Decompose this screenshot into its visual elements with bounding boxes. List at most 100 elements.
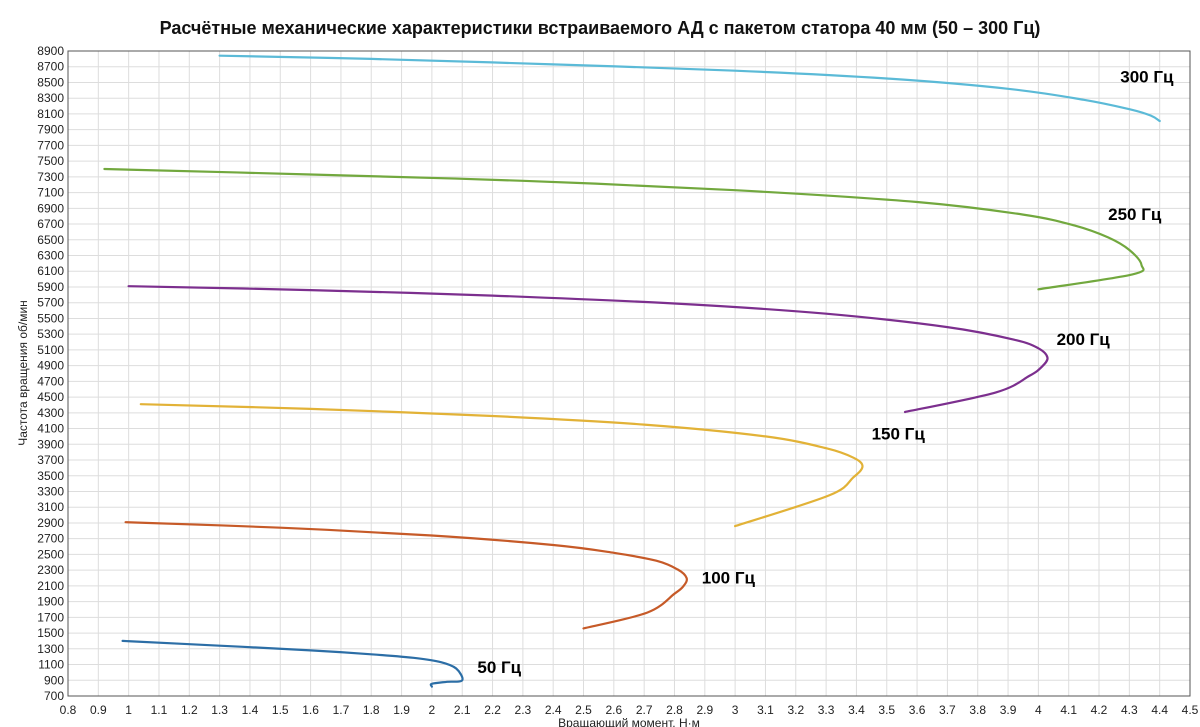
y-tick-label: 5900	[37, 280, 64, 294]
y-tick-label: 4500	[37, 390, 64, 404]
x-tick-label: 2.5	[575, 703, 592, 717]
y-tick-label: 1100	[38, 658, 64, 672]
x-tick-label: 1.5	[272, 703, 289, 717]
x-tick-label: 3.1	[757, 703, 774, 717]
series-label-5: 250 Гц	[1108, 205, 1162, 224]
y-tick-label: 1300	[37, 642, 64, 656]
y-tick-label: 7900	[37, 123, 64, 137]
x-tick-label: 1	[125, 703, 132, 717]
series-label-2: 100 Гц	[702, 569, 756, 588]
y-tick-labels: 7009001100130015001700190021002300250027…	[37, 44, 64, 703]
y-tick-label: 2500	[37, 547, 64, 561]
series-line-6	[218, 54, 1161, 123]
x-tick-label: 1.7	[333, 703, 350, 717]
x-tick-label: 2.8	[666, 703, 683, 717]
y-tick-label: 6700	[37, 217, 64, 231]
x-tick-label: 4.3	[1121, 703, 1138, 717]
y-tick-label: 1500	[37, 626, 64, 640]
series-line-4	[127, 285, 1049, 414]
x-tick-label: 2.9	[696, 703, 713, 717]
series-line-5	[103, 167, 1145, 291]
x-axis-label: Вращающий момент, Н·м	[558, 716, 700, 727]
x-tick-label: 1.9	[393, 703, 410, 717]
x-tick-label: 1.4	[242, 703, 259, 717]
y-tick-label: 900	[44, 673, 64, 687]
y-tick-label: 8100	[37, 107, 64, 121]
series-label-3: 150 Гц	[872, 425, 926, 444]
y-tick-label: 6500	[37, 233, 64, 247]
x-tick-label: 3.7	[939, 703, 956, 717]
y-tick-label: 3300	[37, 484, 64, 498]
y-axis-label: Частота вращения об/мин	[16, 300, 30, 446]
y-tick-label: 4100	[37, 422, 64, 436]
x-tick-label: 3.5	[878, 703, 895, 717]
y-tick-label: 4900	[37, 359, 64, 373]
y-tick-label: 8700	[37, 60, 64, 74]
y-tick-label: 700	[44, 689, 64, 703]
y-tick-label: 3700	[37, 453, 64, 467]
x-tick-label: 2.4	[545, 703, 562, 717]
x-tick-label: 3.8	[969, 703, 986, 717]
x-tick-labels: 0.8 0.9 1 1.1 1.2 1.3 1.4 1.5 1.6 1.7 1.8 1.9 2 2.1 2.…	[60, 703, 1199, 717]
y-tick-label: 3100	[37, 500, 64, 514]
y-tick-label: 6300	[37, 249, 64, 263]
x-tick-label: 1.2	[181, 703, 198, 717]
y-tick-label: 2900	[37, 516, 64, 530]
y-tick-label: 1900	[37, 595, 64, 609]
x-tick-label: 2.7	[636, 703, 653, 717]
x-tick-label: 4.5	[1182, 703, 1199, 717]
x-tick-label: 3	[732, 703, 739, 717]
series-line-2	[124, 521, 688, 630]
y-tick-label: 6100	[37, 264, 64, 278]
y-tick-label: 2100	[37, 579, 64, 593]
y-tick-label: 3900	[37, 437, 64, 451]
series-group	[103, 54, 1161, 688]
y-tick-label: 5100	[37, 343, 64, 357]
x-tick-label: 1.6	[302, 703, 319, 717]
chart-title: Расчётные механические характеристики вс…	[160, 18, 1041, 38]
plot-frame	[67, 50, 1191, 697]
y-tick-label: 8300	[37, 91, 64, 105]
y-tick-label: 2700	[37, 532, 64, 546]
y-tick-label: 5500	[37, 311, 64, 325]
y-tick-label: 2300	[37, 563, 64, 577]
series-label-4: 200 Гц	[1057, 330, 1111, 349]
x-tick-label: 3.3	[818, 703, 835, 717]
y-tick-label: 3500	[37, 469, 64, 483]
y-tick-label: 7300	[37, 170, 64, 184]
y-tick-label: 6900	[37, 201, 64, 215]
x-tick-label: 2.2	[484, 703, 501, 717]
y-tick-label: 7500	[37, 154, 64, 168]
y-tick-label: 4300	[37, 406, 64, 420]
x-tick-label: 1.8	[363, 703, 380, 717]
y-tick-label: 7700	[37, 138, 64, 152]
x-tick-label: 4.4	[1151, 703, 1168, 717]
x-tick-label: 0.8	[60, 703, 77, 717]
series-line-3	[139, 403, 864, 528]
x-tick-label: 4.1	[1060, 703, 1077, 717]
y-tick-label: 5700	[37, 296, 64, 310]
series-label-6: 300 Гц	[1120, 67, 1174, 86]
y-tick-label: 7100	[37, 186, 64, 200]
x-tick-label: 3.2	[787, 703, 804, 717]
x-tick-label: 4.2	[1091, 703, 1108, 717]
x-tick-label: 3.6	[909, 703, 926, 717]
series-label-1: 50 Гц	[477, 658, 521, 677]
y-tick-label: 4700	[37, 374, 64, 388]
x-tick-label: 0.9	[90, 703, 107, 717]
grid	[67, 50, 1191, 697]
y-tick-label: 5300	[37, 327, 64, 341]
x-tick-label: 2	[429, 703, 436, 717]
series-labels: 50 Гц 100 Гц 150 Гц 200 Гц 250 Гц 300 Гц	[477, 67, 1174, 677]
series-line-1	[121, 639, 464, 688]
x-tick-label: 4	[1035, 703, 1042, 717]
x-tick-label: 2.1	[454, 703, 471, 717]
y-tick-label: 8900	[37, 44, 64, 58]
x-tick-label: 1.1	[151, 703, 168, 717]
x-tick-label: 2.6	[605, 703, 622, 717]
y-tick-label: 8500	[37, 75, 64, 89]
y-tick-label: 1700	[37, 610, 64, 624]
x-tick-label: 3.4	[848, 703, 865, 717]
x-tick-label: 3.9	[1000, 703, 1017, 717]
